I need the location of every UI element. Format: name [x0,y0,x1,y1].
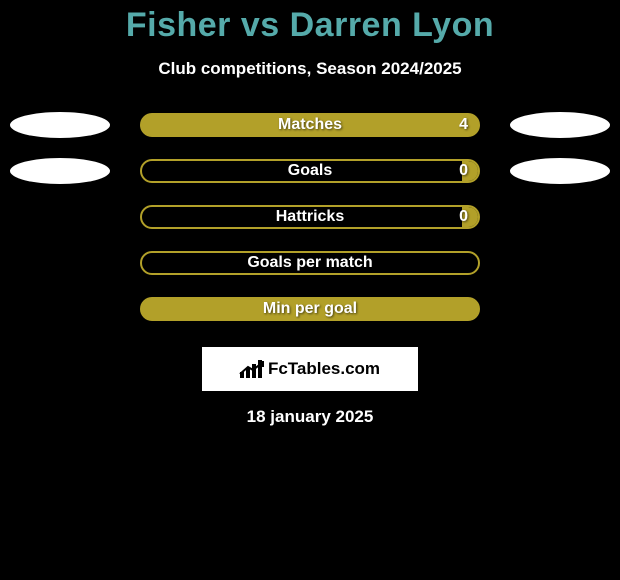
player-right-icon [510,158,610,184]
date-label: 18 january 2025 [0,407,620,427]
stat-label: Hattricks [276,208,344,226]
stat-label: Goals per match [247,254,372,272]
stat-value-right: 0 [459,162,468,180]
stat-row: Goals per match [0,247,620,293]
stat-value-right: 4 [459,116,468,134]
fctables-logo[interactable]: FcTables.com [202,347,418,391]
stat-value-right: 0 [459,208,468,226]
page-title: Fisher vs Darren Lyon [0,0,620,45]
arrow-up-icon [239,361,265,375]
player-right-icon [510,112,610,138]
stat-bar: Min per goal [140,297,480,321]
stat-bar: Matches 4 [140,113,480,137]
page-subtitle: Club competitions, Season 2024/2025 [0,59,620,79]
stat-label: Min per goal [263,300,357,318]
stats-rows: Matches 4 Goals 0 Hattricks 0 Goals per match M… [0,109,620,339]
stat-row: Hattricks 0 [0,201,620,247]
chart-icon [240,360,262,378]
stat-row: Min per goal [0,293,620,339]
stat-bar: Hattricks 0 [140,205,480,229]
stat-label: Goals [288,162,332,180]
stat-row: Matches 4 [0,109,620,155]
stat-bar: Goals per match [140,251,480,275]
logo-text: FcTables.com [268,359,380,379]
stat-bar: Goals 0 [140,159,480,183]
stat-row: Goals 0 [0,155,620,201]
stat-label: Matches [278,116,342,134]
player-left-icon [10,112,110,138]
player-left-icon [10,158,110,184]
